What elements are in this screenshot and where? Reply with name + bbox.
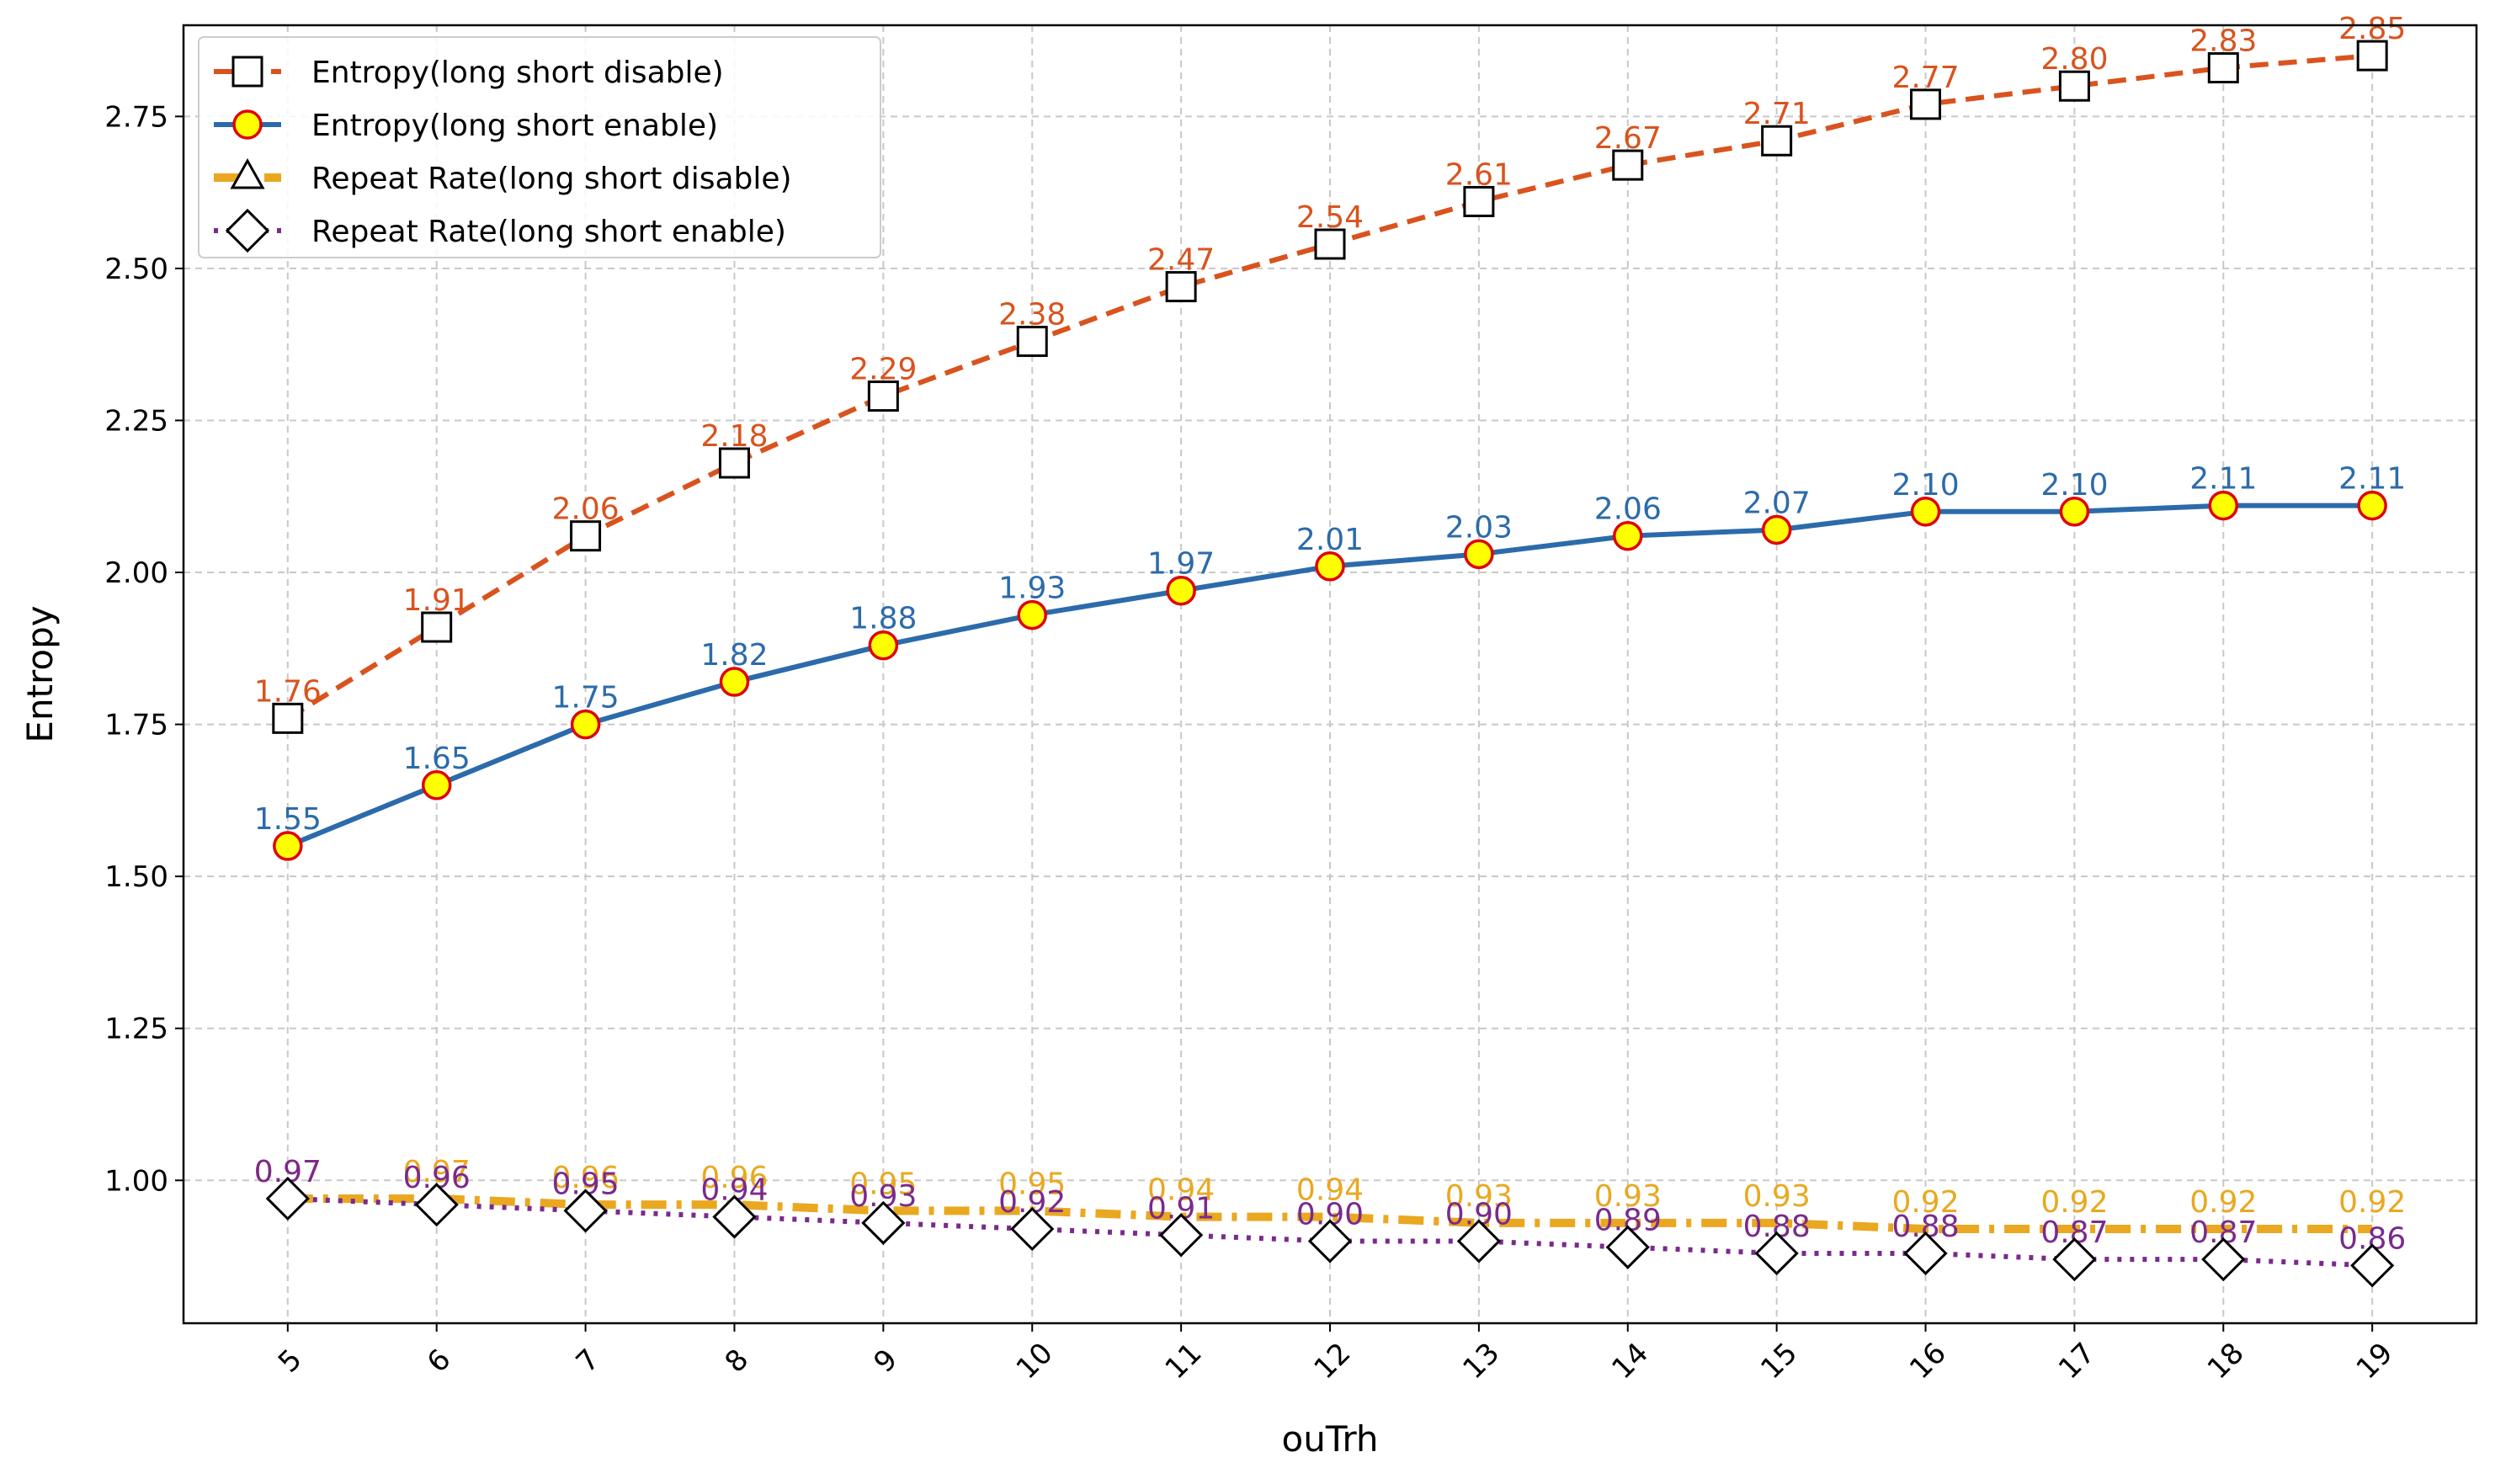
data-label: 0.95 [849, 1167, 917, 1201]
data-label: 1.88 [849, 602, 917, 636]
data-label: 0.95 [998, 1167, 1066, 1201]
data-point [1017, 599, 1047, 630]
data-point [719, 667, 750, 697]
data-label: 2.01 [1296, 523, 1364, 557]
data-point [1464, 539, 1494, 570]
data-point [1910, 88, 1942, 120]
legend-marker [232, 109, 263, 140]
data-label: 0.94 [1296, 1173, 1364, 1208]
data-point [718, 447, 750, 479]
data-point [2357, 490, 2387, 521]
series-line [287, 1194, 2373, 1234]
data-point [570, 520, 602, 552]
data-point [1463, 185, 1495, 217]
data-point [1903, 1231, 1948, 1276]
y-tick-label: 1.00 [104, 1164, 168, 1198]
data-label: 0.96 [700, 1161, 768, 1195]
data-point [1910, 497, 1941, 527]
data-point [1158, 1213, 1204, 1258]
data-point [421, 770, 452, 801]
data-label: 0.93 [1743, 1179, 1811, 1214]
data-point [1307, 1219, 1353, 1263]
data-label: 2.11 [2338, 462, 2406, 497]
y-tick-label: 2.25 [104, 404, 168, 438]
data-point [861, 1200, 906, 1245]
y-tick-label: 1.50 [104, 860, 168, 894]
legend-marker [225, 208, 270, 253]
data-point [1315, 551, 1345, 582]
data-point [265, 1176, 310, 1221]
legend-entry: Repeat Rate(long short disable) [311, 162, 792, 196]
data-label: 0.94 [1147, 1173, 1215, 1208]
legend-marker [230, 157, 265, 189]
y-tick-label: 2.00 [104, 556, 168, 590]
data-point [1754, 1231, 1799, 1276]
data-label: 1.55 [254, 802, 322, 837]
data-point [421, 611, 453, 643]
data-label: 1.75 [552, 681, 620, 715]
data-point [2350, 1243, 2395, 1288]
data-point [868, 630, 899, 661]
data-label: 1.65 [403, 742, 471, 776]
data-label: 0.93 [1445, 1179, 1513, 1214]
data-label: 0.92 [2189, 1185, 2257, 1220]
data-label: 0.92 [1891, 1185, 1959, 1220]
data-label: 2.11 [2189, 462, 2257, 497]
data-point [563, 1189, 608, 1233]
data-point [1010, 1206, 1055, 1252]
data-point [1605, 1225, 1650, 1269]
x-axis-title: ouTrh [1282, 1418, 1379, 1460]
data-point [2059, 497, 2090, 527]
y-axis: 1.00 1.25 1.50 1.75 2.00 2.25 2.50 2.75 [104, 100, 184, 1198]
data-point [1613, 520, 1643, 551]
data-label: 0.92 [2040, 1185, 2108, 1220]
data-point [1314, 228, 1346, 260]
legend-marker [231, 56, 263, 88]
data-point [1016, 326, 1048, 358]
legend-entry: Repeat Rate(long short enable) [311, 215, 786, 249]
data-point [1165, 271, 1197, 303]
y-axis-title: Entropy [19, 605, 61, 742]
data-point [2207, 52, 2239, 84]
data-point [1612, 149, 1644, 181]
legend: Entropy(long short disable) Entropy(long … [198, 36, 881, 258]
data-label: 1.93 [998, 572, 1066, 606]
data-label: 0.93 [1594, 1179, 1662, 1214]
legend-entry: Entropy(long short disable) [311, 56, 724, 90]
data-point [414, 1183, 459, 1227]
data-point [2356, 40, 2388, 72]
data-point [1761, 514, 1792, 545]
data-point [712, 1194, 757, 1239]
data-label: 2.10 [1891, 468, 1959, 503]
data-label: 2.06 [1594, 492, 1662, 527]
data-point [272, 702, 304, 734]
data-label: 1.97 [1147, 547, 1215, 582]
data-point [2201, 1237, 2246, 1282]
data-point [867, 380, 899, 412]
legend-entry: Entropy(long short enable) [311, 109, 718, 143]
data-point [570, 709, 601, 740]
series-markers [265, 40, 2395, 1288]
data-label: 1.82 [700, 638, 768, 673]
data-point [1761, 125, 1793, 157]
y-tick-label: 1.75 [104, 709, 168, 742]
data-point [2058, 70, 2090, 102]
data-label: 2.10 [2040, 468, 2108, 503]
data-point [1456, 1219, 1502, 1263]
y-tick-label: 2.50 [104, 253, 168, 286]
y-tick-label: 1.25 [104, 1013, 168, 1046]
data-point [273, 831, 303, 861]
data-point [2208, 490, 2239, 521]
y-tick-label: 2.75 [104, 100, 168, 134]
data-labels: 1.761.912.062.182.292.382.472.542.612.67… [254, 12, 2407, 1256]
data-label: 0.92 [2338, 1185, 2406, 1220]
data-point [2052, 1237, 2097, 1282]
data-label: 2.07 [1743, 486, 1811, 520]
legend-box [198, 36, 881, 258]
data-point [1166, 575, 1196, 606]
data-label: 2.03 [1445, 510, 1513, 545]
